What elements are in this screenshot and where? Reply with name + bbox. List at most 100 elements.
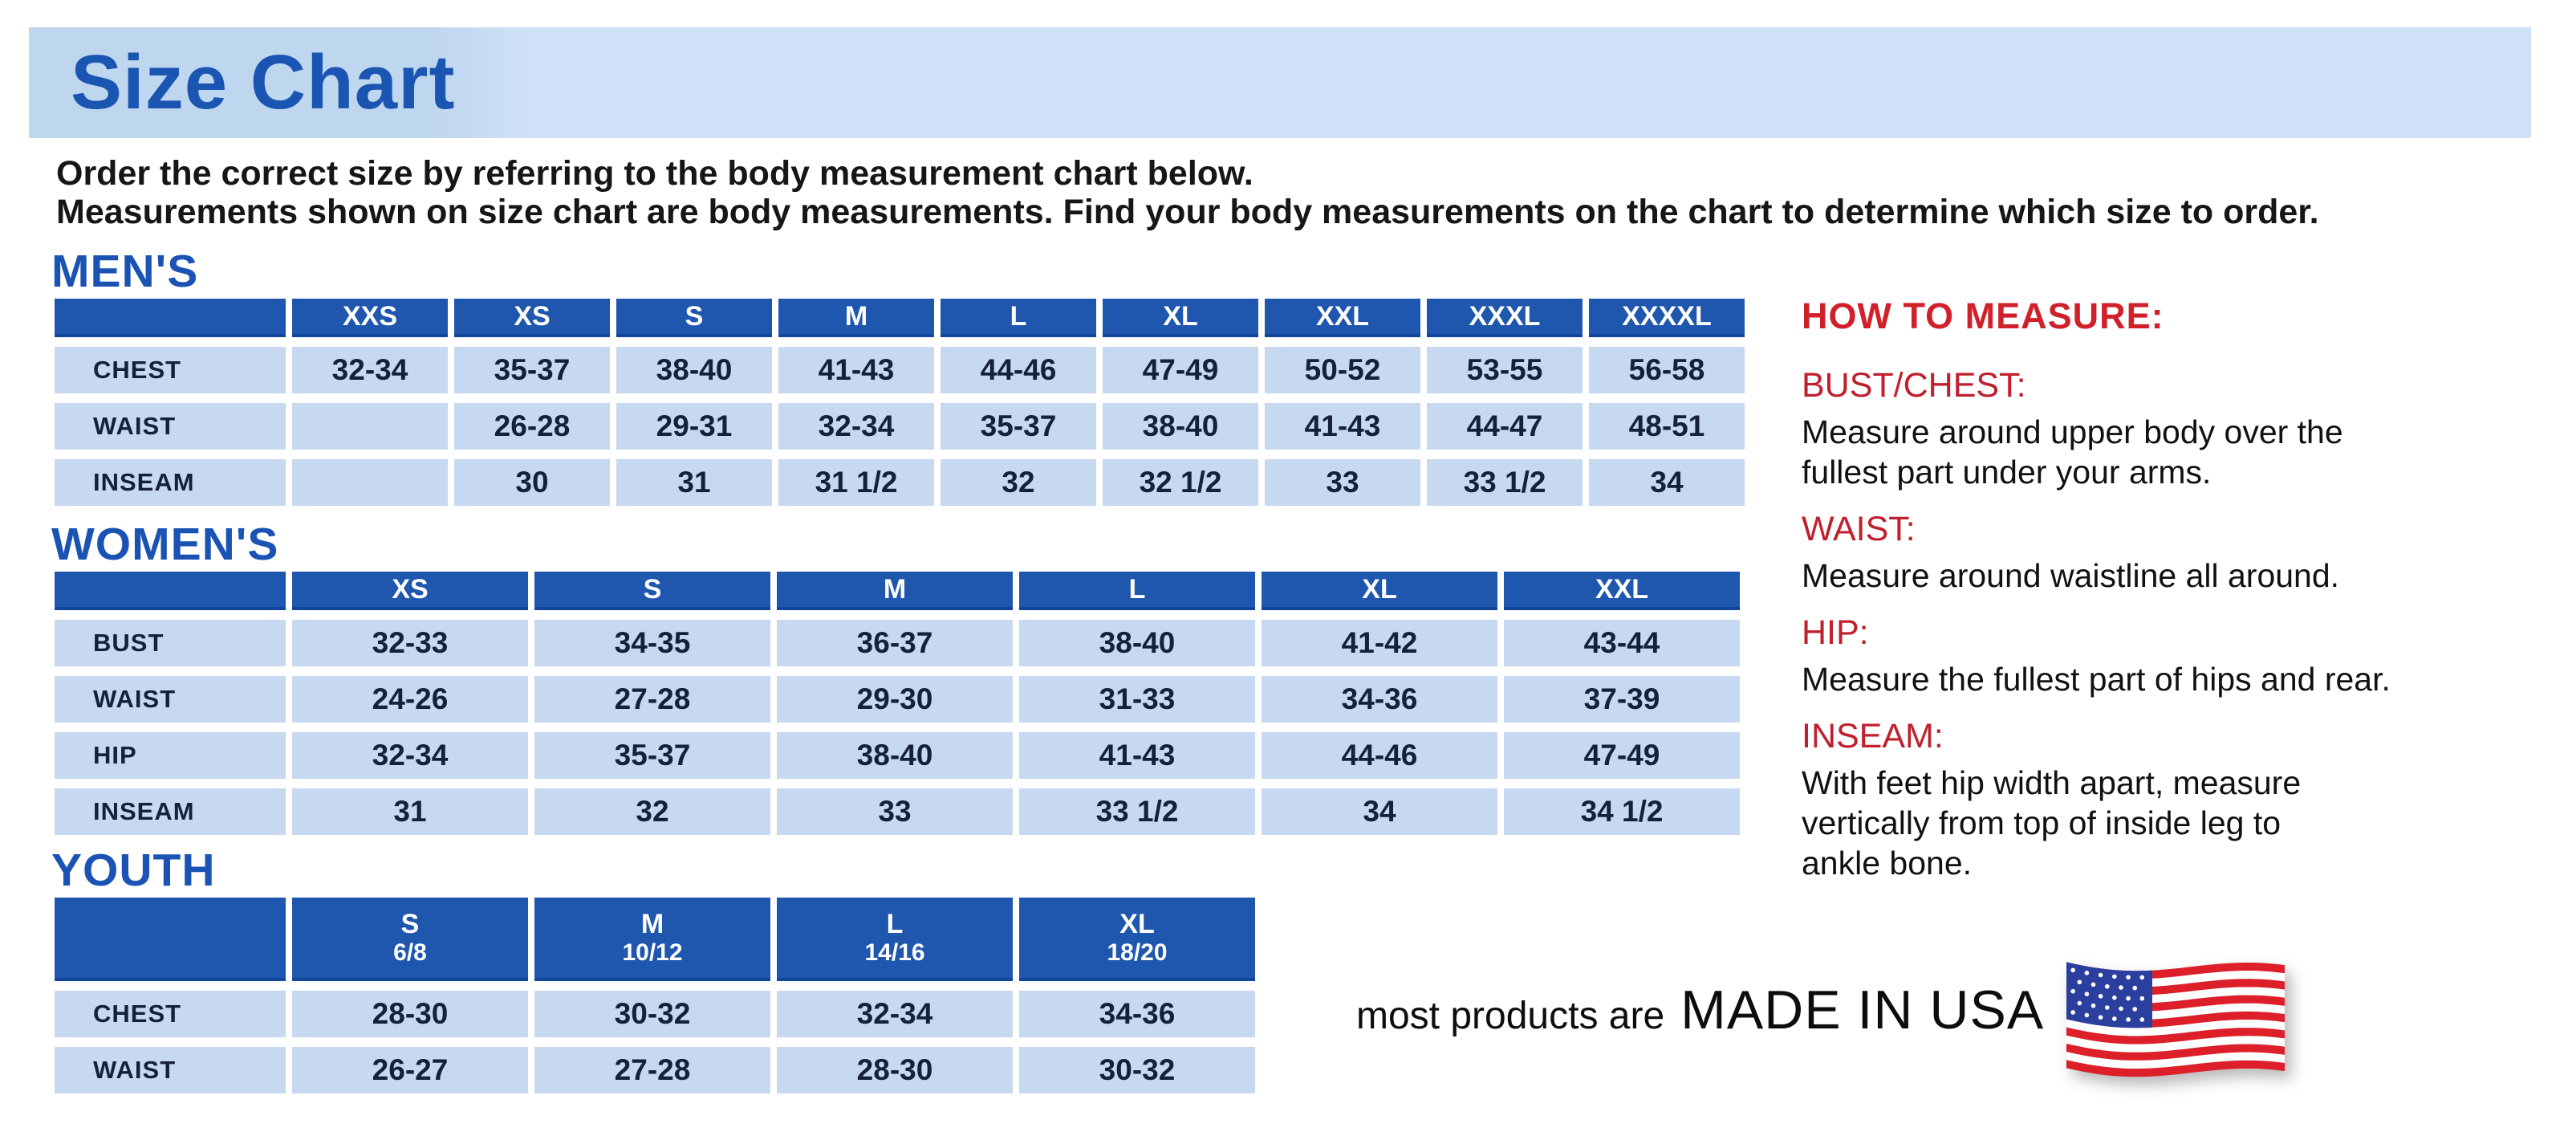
value-cell: 31 bbox=[616, 459, 772, 506]
youth-heading: YOUTH bbox=[51, 845, 216, 896]
made-in-prefix: most products are bbox=[1356, 994, 1665, 1037]
row-label-inseam: INSEAM bbox=[55, 788, 286, 835]
value-cell: 34 bbox=[1589, 459, 1745, 506]
value-cell: 32 bbox=[941, 459, 1096, 506]
header-cell-xs: XS bbox=[454, 299, 610, 337]
value-cell: 34-36 bbox=[1262, 676, 1497, 723]
row-label-chest: CHEST bbox=[55, 991, 286, 1037]
value-cell: 56-58 bbox=[1589, 347, 1745, 393]
value-cell: 29-30 bbox=[777, 676, 1013, 723]
row-label-bust: BUST bbox=[55, 620, 286, 666]
value-cell: 30-32 bbox=[534, 991, 770, 1037]
value-cell: 44-46 bbox=[1262, 732, 1497, 779]
value-cell: 34 1/2 bbox=[1504, 788, 1740, 835]
measure-sections: BUST/CHEST: Measure around upper body ove… bbox=[1802, 366, 2524, 883]
value-cell: 34 bbox=[1262, 788, 1497, 835]
value-cell: 43-44 bbox=[1504, 620, 1740, 666]
value-cell: 32 1/2 bbox=[1103, 459, 1258, 506]
header-cell-m: M bbox=[777, 572, 1013, 610]
value-cell: 27-28 bbox=[534, 1047, 770, 1093]
value-cell: 29-31 bbox=[616, 403, 772, 450]
row-label-waist: WAIST bbox=[55, 403, 286, 450]
value-cell: 47-49 bbox=[1103, 347, 1258, 393]
mens-table: XXS XS S M L XL XXL XXXL XXXXL CHEST 32-34 35-37 38-… bbox=[55, 299, 1745, 506]
womens-heading: WOMEN'S bbox=[51, 519, 279, 570]
value-cell: 30-32 bbox=[1019, 1047, 1255, 1093]
made-in-usa-row: most products are MADE IN USA bbox=[1356, 935, 2285, 1084]
header-cell-xxs: XXS bbox=[292, 299, 448, 337]
made-in-emphasis: MADE IN USA bbox=[1680, 979, 2045, 1040]
value-cell: 32-34 bbox=[292, 732, 528, 779]
value-cell: 34-35 bbox=[534, 620, 770, 666]
measure-label: HIP: bbox=[1802, 613, 1869, 652]
header-cell-l: L bbox=[941, 299, 1096, 337]
measure-label: WAIST: bbox=[1802, 510, 1916, 548]
mens-section: MEN'S XXS XS S M L XL XXL XXXL XXXXL CHEST 32-34 35-… bbox=[51, 247, 1745, 506]
row-label-inseam: INSEAM bbox=[55, 459, 286, 506]
value-cell: 35-37 bbox=[454, 347, 610, 393]
value-cell: 31-33 bbox=[1019, 676, 1255, 723]
value-cell: 33 bbox=[777, 788, 1013, 835]
value-cell: 47-49 bbox=[1504, 732, 1740, 779]
value-cell: 35-37 bbox=[534, 732, 770, 779]
header-cell-blank bbox=[55, 572, 286, 610]
page-title: Size Chart bbox=[71, 39, 456, 125]
header-cell-l: L bbox=[1019, 572, 1255, 610]
header-cell-xxxl: XXXL bbox=[1427, 299, 1583, 337]
intro-line-1: Order the correct size by referring to t… bbox=[56, 154, 1253, 193]
value-cell: 38-40 bbox=[777, 732, 1013, 779]
header-cell-m: M bbox=[778, 299, 934, 337]
value-cell: 28-30 bbox=[292, 991, 528, 1037]
value-cell bbox=[292, 459, 448, 506]
womens-section: WOMEN'S XS S M L XL XXL BUST 32-33 34-35 36-37 38-4… bbox=[51, 520, 1740, 835]
value-cell: 36-37 bbox=[777, 620, 1013, 666]
value-cell: 33 1/2 bbox=[1019, 788, 1255, 835]
measure-label: BUST/CHEST: bbox=[1802, 366, 2026, 405]
value-cell: 41-42 bbox=[1262, 620, 1497, 666]
header-cell-blank bbox=[55, 299, 286, 337]
value-cell: 41-43 bbox=[778, 347, 934, 393]
value-cell: 41-43 bbox=[1265, 403, 1420, 450]
header-cell-xl: XL bbox=[1103, 299, 1258, 337]
value-cell: 33 bbox=[1265, 459, 1420, 506]
header-cell-xs: XS bbox=[292, 572, 528, 610]
measure-text: Measure the fullest part of hips and rea… bbox=[1802, 661, 2391, 698]
header-cell-s: S bbox=[616, 299, 772, 337]
intro-line-2: Measurements shown on size chart are bod… bbox=[56, 193, 2319, 231]
value-cell: 32-34 bbox=[292, 347, 448, 393]
value-cell: 31 1/2 bbox=[778, 459, 934, 506]
value-cell bbox=[292, 403, 448, 450]
youth-section: YOUTH S 6/8 M 10/12 L 14/16 XL 18/20 CHEST 28-30 30… bbox=[51, 846, 1255, 1093]
measure-label: INSEAM: bbox=[1802, 717, 1944, 755]
header-cell-xxl: XXL bbox=[1504, 572, 1740, 610]
value-cell: 32-34 bbox=[777, 991, 1013, 1037]
how-to-measure-panel: HOW TO MEASURE: BUST/CHEST: Measure aroun… bbox=[1802, 295, 2524, 883]
value-cell: 37-39 bbox=[1504, 676, 1740, 723]
header-cell-s: S 6/8 bbox=[292, 898, 528, 981]
value-cell: 24-26 bbox=[292, 676, 528, 723]
value-cell: 30 bbox=[454, 459, 610, 506]
value-cell: 50-52 bbox=[1265, 347, 1420, 393]
value-cell: 48-51 bbox=[1589, 403, 1745, 450]
value-cell: 44-47 bbox=[1427, 403, 1583, 450]
value-cell: 35-37 bbox=[941, 403, 1096, 450]
header-cell-l: L 14/16 bbox=[777, 898, 1013, 981]
value-cell: 53-55 bbox=[1427, 347, 1583, 393]
value-cell: 28-30 bbox=[777, 1047, 1013, 1093]
value-cell: 26-27 bbox=[292, 1047, 528, 1093]
value-cell: 32-34 bbox=[778, 403, 934, 450]
mens-heading: MEN'S bbox=[51, 246, 199, 297]
value-cell: 27-28 bbox=[534, 676, 770, 723]
value-cell: 32-33 bbox=[292, 620, 528, 666]
row-label-chest: CHEST bbox=[55, 347, 286, 393]
value-cell: 44-46 bbox=[941, 347, 1096, 393]
youth-table: S 6/8 M 10/12 L 14/16 XL 18/20 CHEST 28-30 30-32 32… bbox=[55, 898, 1255, 1093]
measure-text: Measure around waistline all around. bbox=[1802, 557, 2340, 594]
header-cell-blank bbox=[55, 898, 286, 981]
value-cell: 41-43 bbox=[1019, 732, 1255, 779]
row-label-waist: WAIST bbox=[55, 676, 286, 723]
value-cell: 32 bbox=[534, 788, 770, 835]
header-cell-m: M 10/12 bbox=[534, 898, 770, 981]
